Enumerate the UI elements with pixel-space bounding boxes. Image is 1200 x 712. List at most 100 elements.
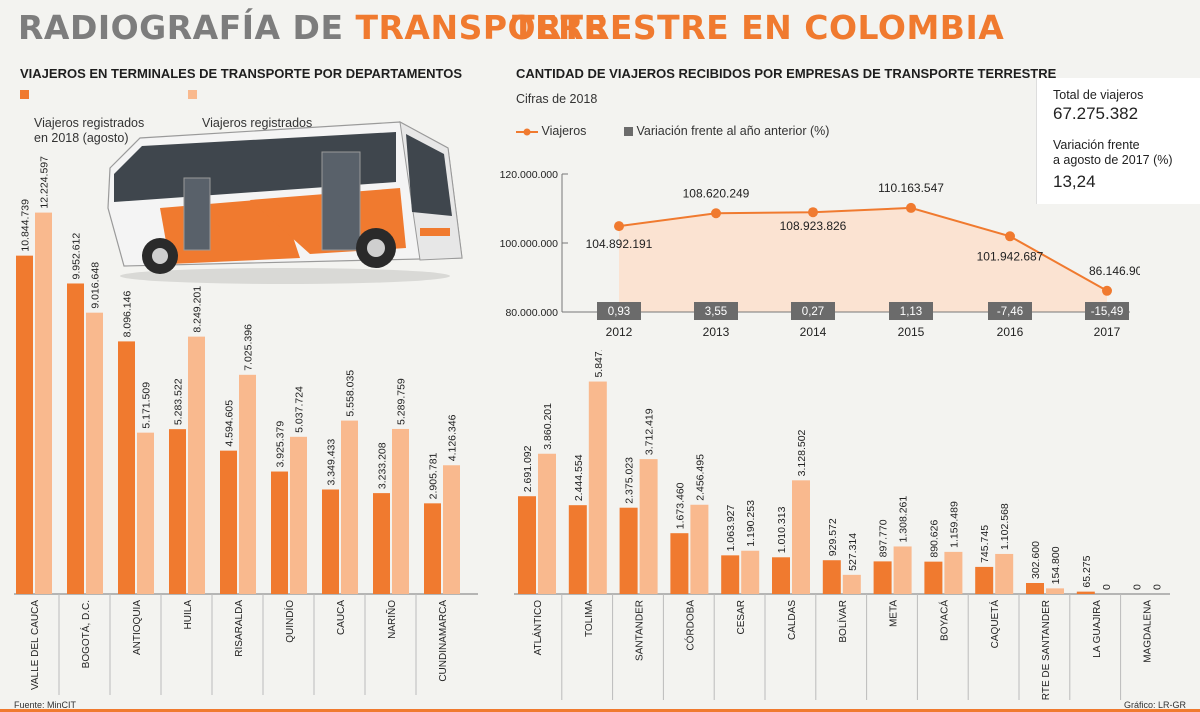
bar-bogota-d-c-2018 [67,283,84,594]
variation-value-2016: -7,46 [997,306,1023,318]
bar-label-atlantico-2018: 2.691.092 [522,445,534,492]
bar-label-caqueta-2017: 1.102.568 [999,503,1011,550]
bar-label-cauca-2017: 5.558.035 [345,370,357,417]
bus-illustration [107,121,463,284]
legend-2018-swatch [20,90,29,99]
x-label-2017: 2017 [1094,325,1121,339]
y-tick-label: 100.000.000 [500,238,558,250]
left-bars: 10.844.739 12.224.597 VALLE DEL CAUCA 9.952… [14,156,478,695]
bar-label-magdalena-2018: 0 [1132,584,1144,590]
bar-la-guajira-2018 [1076,591,1095,594]
variation-value-2014: 0,27 [802,306,824,318]
point-label-2014: 108.923.826 [780,219,847,233]
bar-label-tolima-2018: 2.444.554 [573,454,585,501]
totals-box: Total de viajeros 67.275.382 Variación f… [1036,78,1200,204]
category-label-narino: NARIÑO [385,600,398,639]
left-bar-chart: 10.844.739 12.224.597 VALLE DEL CAUCA 9.952… [14,156,478,695]
bar-label-cesar-2017: 1.190.253 [745,500,757,547]
category-label-norte-de-santander: NORTE DE SANTANDER [1041,600,1052,700]
bar-label-cesar-2018: 1.063.927 [725,504,737,551]
footer-credit: Gráfico: LR-GR [1123,700,1186,710]
bar-norte-de-santander-2018 [1026,583,1044,594]
variation-box-2013 [694,302,738,320]
bar-tolima-2018 [568,505,587,594]
bar-atlantico-2017 [538,453,556,594]
variation-value-2015: 1,13 [900,306,922,318]
point-2015 [906,202,916,213]
variation-label: Variación frente a agosto de 2017 (%) [1053,138,1173,167]
bar-cauca-2018 [322,489,339,594]
category-label-magdalena: MAGDALENA [1143,600,1154,663]
bar-quindio-2018 [271,471,288,594]
right-bar-chart: 2.691.092 3.860.201 ATLÁNTICO 2.444.554 5.84… [514,350,1170,700]
bar-bolivar-2017 [842,574,861,594]
bar-label-norte-de-santander-2018: 302.600 [1030,541,1042,579]
point-label-2013: 108.620.249 [683,186,750,200]
variation-box-2015 [889,302,933,320]
bar-label-meta-2018: 897.770 [878,519,890,557]
bar-valle-del-cauca-2017 [35,212,52,594]
point-2017 [1102,285,1112,296]
bottom-rule [0,709,1200,712]
point-label-2012: 104.892.191 [586,237,653,251]
category-label-risaralda: RISARALDA [234,600,245,657]
bar-label-bogota-d-c-2017: 9.016.648 [90,262,102,309]
bar-label-antioquia-2018: 8.096.146 [122,291,134,338]
bar-label-caldas-2018: 1.010.313 [776,506,788,553]
category-label-boyaca: BOYACÁ [937,600,950,641]
bar-huila-2017 [188,336,205,594]
point-2014 [808,207,818,218]
category-label-cordoba: CÓRDOBA [683,600,696,651]
bar-caldas-2017 [792,480,810,594]
bar-label-santander-2018: 2.375.023 [624,457,636,504]
bar-label-cordoba-2017: 2.456.495 [694,454,706,501]
variation-value-2012: 0,93 [608,306,630,318]
variation-box-2017 [1085,302,1129,320]
bar-label-risaralda-2018: 4.594.605 [224,400,236,447]
total-label: Total de viajeros [1053,88,1144,102]
bar-label-caqueta-2018: 745.745 [979,525,991,563]
category-label-tolima: TOLIMA [584,600,595,637]
point-2016 [1005,231,1015,242]
bar-label-santander-2017: 3.712.419 [644,408,656,455]
category-label-cundinamarca: CUNDINAMARCA [438,600,449,682]
bar-label-bogota-d-c-2018: 9.952.612 [71,233,83,280]
bar-tolima-2017 [588,381,607,594]
total-value: 67.275.382 [1053,104,1139,123]
bar-caqueta-2018 [975,566,994,594]
bar-santander-2018 [619,507,638,594]
bar-label-boyaca-2018: 890.626 [928,520,940,558]
bar-label-valle-del-cauca-2018: 10.844.739 [20,199,32,252]
bar-risaralda-2018 [220,450,237,594]
title-part1: RADIOGRAFÍA DE [18,8,356,47]
y-tick-label: 80.000.000 [505,307,558,319]
bar-quindio-2017 [290,436,307,594]
bar-label-caldas-2017: 3.128.502 [796,429,808,476]
bar-boyaca-2018 [924,561,943,594]
bar-label-cordoba-2018: 1.673.460 [674,482,686,529]
category-label-antioquia: ANTIOQUIA [132,600,143,655]
y-tick-label: 120.000.000 [500,169,558,181]
bar-label-antioquia-2017: 5.171.509 [141,382,153,429]
title-part2: TRANSPORTE [355,8,607,47]
category-label-atlantico: ATLÁNTICO [531,600,544,656]
point-label-2017: 86.146.902 [1089,264,1140,278]
bar-bolivar-2018 [822,560,841,594]
bar-santander-2017 [639,459,658,594]
legend-2017-swatch [188,90,197,99]
bar-label-norte-de-santander-2017: 154.800 [1050,546,1062,584]
bar-label-meta-2017: 1.308.261 [898,496,910,543]
footer-source: Fuente: MinCIT [14,700,77,710]
category-label-valle-del-cauca: VALLE DEL CAUCA [30,600,41,690]
bar-antioquia-2018 [118,341,135,594]
viajeros-line [618,206,1108,292]
right-subtitle: CANTIDAD DE VIAJEROS RECIBIDOS POR EMPRE… [516,66,1057,81]
bar-label-narino-2017: 5.289.759 [396,378,408,425]
bar-narino-2017 [392,428,409,594]
category-label-caldas: CALDAS [787,600,798,640]
bar-meta-2017 [893,546,912,594]
legend-box: Variación frente al año anterior (%) [624,124,829,138]
bar-cundinamarca-2017 [443,465,460,594]
bar-label-huila-2018: 5.283.522 [173,378,185,425]
bar-label-la-guajira-2017: 0 [1101,584,1113,590]
